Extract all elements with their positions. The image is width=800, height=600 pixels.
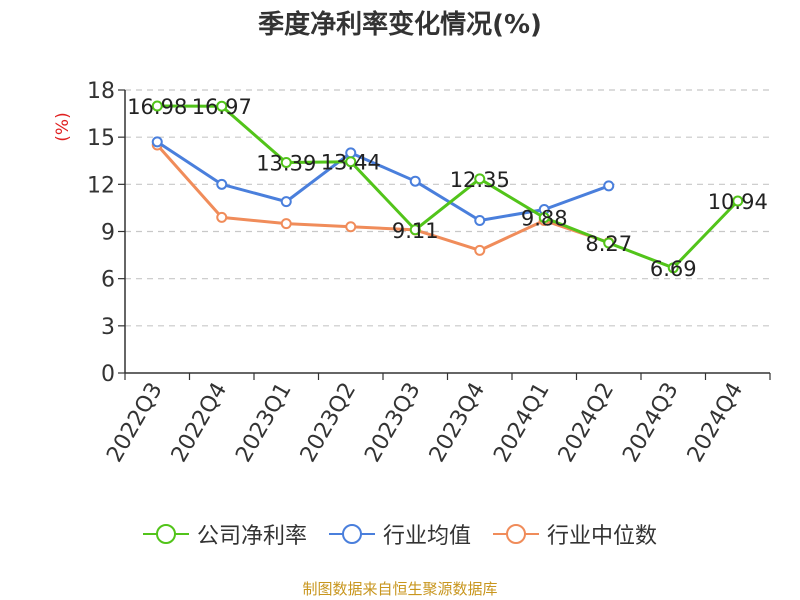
data-point bbox=[409, 175, 421, 187]
data-point bbox=[667, 262, 679, 274]
data-point bbox=[732, 195, 744, 207]
data-point bbox=[216, 211, 228, 223]
legend-label-industry-mean: 行业均值 bbox=[382, 524, 471, 549]
data-point bbox=[280, 156, 292, 168]
data-label: 13.44 bbox=[321, 151, 381, 175]
data-label: 16.98 bbox=[127, 95, 187, 119]
series-line bbox=[157, 104, 739, 270]
data-point bbox=[345, 221, 357, 233]
x-tick-label: 2024Q1 bbox=[489, 379, 554, 467]
data-point bbox=[409, 224, 421, 236]
data-label: 9.88 bbox=[521, 207, 568, 231]
data-point bbox=[280, 196, 292, 208]
y-tick-label: 9 bbox=[101, 221, 115, 246]
x-tick-label: 2024Q3 bbox=[618, 379, 683, 467]
legend-item-industry-median[interactable]: 行业中位数 bbox=[493, 518, 657, 550]
data-label: 13.39 bbox=[256, 151, 316, 175]
legend-label-company: 公司净利率 bbox=[196, 524, 307, 549]
data-point bbox=[216, 178, 228, 190]
y-tick-label: 15 bbox=[87, 126, 115, 151]
data-label: 6.69 bbox=[650, 257, 697, 281]
data-label: 12.35 bbox=[450, 168, 510, 192]
x-tick-label: 2023Q2 bbox=[296, 379, 361, 467]
legend-item-company[interactable]: 公司净利率 bbox=[142, 518, 307, 550]
y-axis-label: (%) bbox=[53, 112, 73, 141]
data-point bbox=[474, 173, 486, 185]
legend-label-industry-median: 行业中位数 bbox=[547, 524, 658, 549]
legend-marker-industry-mean-icon bbox=[328, 524, 375, 544]
data-point bbox=[151, 100, 163, 112]
data-label: 10.94 bbox=[708, 190, 768, 214]
x-tick-label: 2023Q1 bbox=[231, 379, 296, 467]
series-line bbox=[156, 144, 610, 252]
data-point bbox=[603, 180, 615, 192]
data-point bbox=[216, 100, 228, 112]
y-tick-label: 12 bbox=[87, 173, 115, 198]
data-point bbox=[603, 237, 615, 249]
data-point bbox=[280, 218, 292, 230]
chart-title: 季度净利率变化情况(%) bbox=[258, 10, 542, 40]
data-label: 9.11 bbox=[392, 219, 439, 243]
data-point bbox=[538, 212, 550, 224]
data-label: 8.27 bbox=[585, 232, 632, 256]
y-tick-label: 3 bbox=[101, 315, 115, 340]
data-point bbox=[345, 156, 357, 168]
x-tick-label: 2023Q4 bbox=[425, 379, 490, 467]
x-tick-label: 2022Q4 bbox=[167, 379, 232, 467]
data-source-note: 制图数据来自恒生聚源数据库 bbox=[302, 580, 498, 598]
data-label: 16.97 bbox=[192, 95, 252, 119]
legend-item-industry-mean[interactable]: 行业均值 bbox=[328, 518, 471, 550]
x-tick-label: 2022Q3 bbox=[102, 379, 167, 467]
y-tick-label: 18 bbox=[87, 79, 115, 104]
y-tick-label: 6 bbox=[101, 268, 115, 293]
x-tick-label: 2024Q2 bbox=[554, 379, 619, 467]
data-point bbox=[474, 244, 486, 256]
legend-marker-industry-median-icon bbox=[493, 524, 539, 544]
legend-marker-company-icon bbox=[142, 524, 189, 544]
x-tick-label: 2024Q4 bbox=[683, 379, 748, 467]
chart-legend: 公司净利率 行业均值 行业中位数 bbox=[0, 518, 800, 550]
y-tick-label: 0 bbox=[101, 362, 115, 387]
x-tick-label: 2023Q3 bbox=[360, 379, 425, 467]
data-point bbox=[474, 214, 486, 226]
data-point bbox=[151, 136, 163, 148]
